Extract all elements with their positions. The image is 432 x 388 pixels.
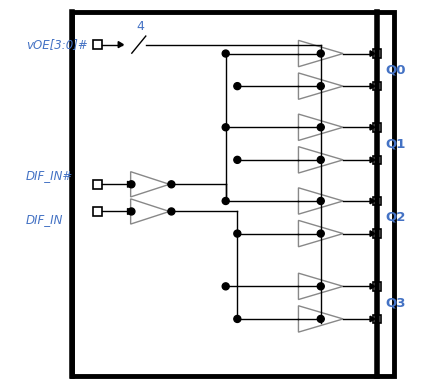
Circle shape [128,208,135,215]
Circle shape [234,83,241,90]
Polygon shape [370,83,375,89]
Text: DIF_IN: DIF_IN [26,213,63,227]
Polygon shape [370,316,375,322]
Polygon shape [370,157,375,163]
Circle shape [168,181,175,188]
Text: vOE[3:0]#: vOE[3:0]# [26,38,88,51]
Circle shape [222,124,229,131]
Circle shape [222,283,229,290]
Circle shape [317,230,324,237]
Text: Q1: Q1 [385,137,406,150]
Circle shape [234,315,241,322]
Circle shape [222,197,229,204]
Polygon shape [118,42,123,48]
Bar [93,40,102,49]
Text: Q3: Q3 [385,296,406,309]
Polygon shape [370,284,375,289]
Bar [373,49,381,58]
Circle shape [222,50,229,57]
Text: 4: 4 [137,20,144,33]
Text: Q0: Q0 [385,63,406,76]
Polygon shape [370,231,375,236]
Circle shape [317,283,324,290]
Bar [373,282,381,291]
Polygon shape [127,181,133,187]
Polygon shape [370,51,375,56]
Circle shape [317,124,324,131]
Bar [93,180,102,189]
Circle shape [317,50,324,57]
Circle shape [317,83,324,90]
Circle shape [168,208,175,215]
Circle shape [317,197,324,204]
Circle shape [317,156,324,163]
Circle shape [234,156,241,163]
Polygon shape [370,125,375,130]
Text: Q2: Q2 [385,211,406,224]
Polygon shape [370,198,375,204]
Circle shape [128,181,135,188]
Text: DIF_IN#: DIF_IN# [26,169,73,182]
Polygon shape [127,208,133,215]
Circle shape [317,315,324,322]
Bar [373,82,381,90]
Bar [373,315,381,323]
Bar [373,197,381,205]
Bar [373,229,381,238]
Bar [373,123,381,132]
Bar [373,156,381,164]
Bar [73,12,394,376]
Bar [93,207,102,216]
Circle shape [234,230,241,237]
